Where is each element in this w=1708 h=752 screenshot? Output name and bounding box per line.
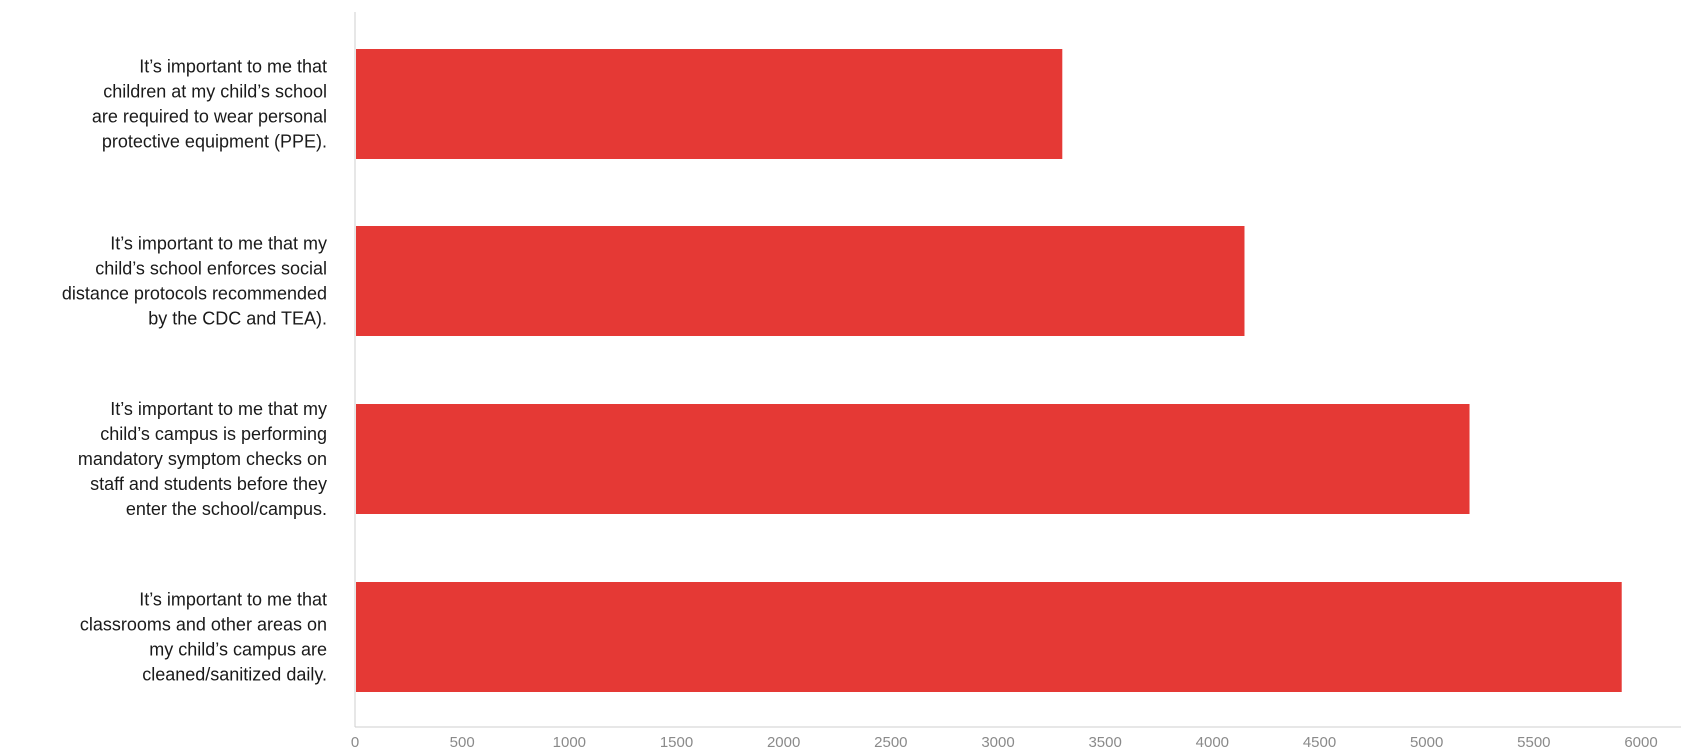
category-label-line: It’s important to me that my xyxy=(110,399,327,419)
category-label-line: classrooms and other areas on xyxy=(80,615,327,635)
category-labels: It’s important to me that children at my … xyxy=(62,57,327,685)
category-label-line: It’s important to me that my xyxy=(110,234,327,254)
x-tick-label: 4500 xyxy=(1303,734,1336,751)
category-label-line: children at my child’s school xyxy=(103,82,327,102)
bar-4 xyxy=(356,582,1622,692)
category-label-line: my child’s campus are xyxy=(149,640,327,660)
x-tick-label: 2000 xyxy=(767,734,800,751)
category-label-3: It’s important to me that my child’s camp… xyxy=(78,399,327,519)
category-label-line: by the CDC and TEA). xyxy=(148,309,327,329)
category-label-line: It’s important to me that xyxy=(139,57,327,77)
category-label-line: distance protocols recommended xyxy=(62,284,327,304)
category-label-line: child’s campus is performing xyxy=(100,424,327,444)
x-tick-label: 0 xyxy=(351,734,359,751)
category-label-line: cleaned/sanitized daily. xyxy=(142,665,327,685)
x-tick-label: 1500 xyxy=(660,734,693,751)
x-axis-ticks: 0 500 1000 1500 2000 2500 3000 3500 4000 4500 5000… xyxy=(351,734,1658,751)
category-label-line: child’s school enforces social xyxy=(95,259,327,279)
category-label-line: protective equipment (PPE). xyxy=(102,132,327,152)
bar-3 xyxy=(356,404,1470,514)
x-tick-label: 2500 xyxy=(874,734,907,751)
x-tick-label: 3500 xyxy=(1088,734,1121,751)
category-label-line: staff and students before they xyxy=(90,474,327,494)
category-label-line: mandatory symptom checks on xyxy=(78,449,327,469)
category-label-line: are required to wear personal xyxy=(92,107,327,127)
x-tick-label: 3000 xyxy=(981,734,1014,751)
bars-group xyxy=(356,49,1622,692)
bar-1 xyxy=(356,49,1063,159)
category-label-1: It’s important to me that children at my … xyxy=(92,57,327,152)
category-label-2: It’s important to me that my child’s scho… xyxy=(62,234,327,329)
x-tick-label: 5000 xyxy=(1410,734,1443,751)
category-label-line: enter the school/campus. xyxy=(126,499,327,519)
category-label-line: It’s important to me that xyxy=(139,590,327,610)
category-label-4: It’s important to me that classrooms and … xyxy=(80,590,327,685)
x-tick-label: 4000 xyxy=(1196,734,1229,751)
bar-2 xyxy=(356,226,1245,336)
x-tick-label: 6000 xyxy=(1624,734,1657,751)
x-tick-label: 500 xyxy=(450,734,475,751)
x-tick-label: 5500 xyxy=(1517,734,1550,751)
x-tick-label: 1000 xyxy=(553,734,586,751)
